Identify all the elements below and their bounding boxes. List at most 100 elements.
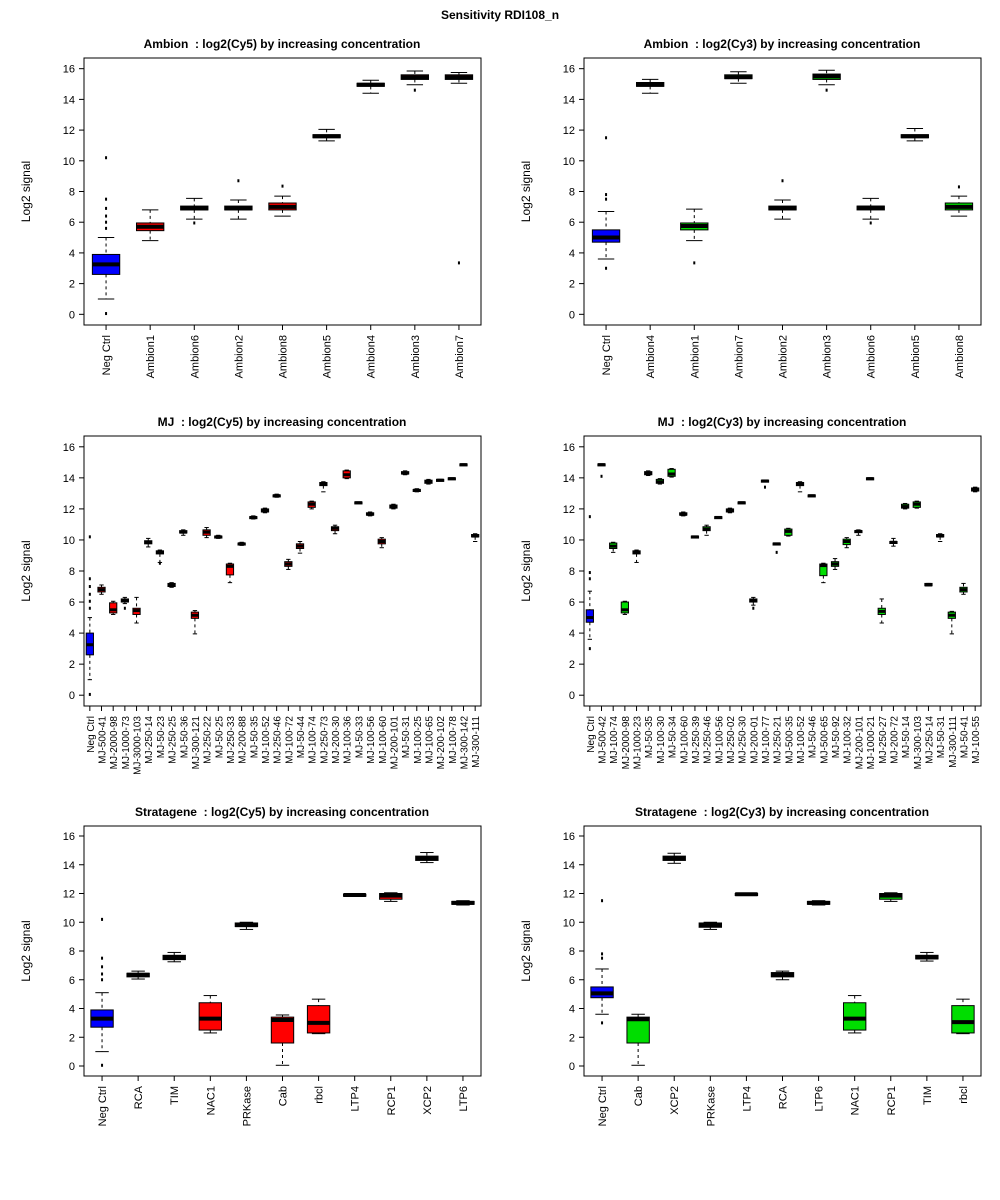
y-tick-label: 12 bbox=[63, 125, 75, 137]
boxplot-box-mj-300-121 bbox=[190, 610, 200, 635]
boxplot-box-mj-200-101 bbox=[389, 503, 398, 510]
x-tick-label: Ambion4 bbox=[366, 335, 378, 378]
x-tick-label: Ambion4 bbox=[645, 335, 657, 378]
x-tick-label: LTP4 bbox=[741, 1086, 753, 1111]
x-tick-label: MJ-50-35 bbox=[249, 716, 260, 759]
outlier-point bbox=[600, 474, 603, 478]
x-tick-label: MJ-300-111 bbox=[471, 716, 482, 768]
boxplot-box-mj-200-88 bbox=[237, 541, 246, 546]
x-tick-label: MJ-50-14 bbox=[901, 716, 912, 759]
boxplot-box-mj-500-41 bbox=[97, 584, 106, 595]
y-tick-label: 2 bbox=[569, 279, 575, 291]
boxplot-box-mj-300-111 bbox=[471, 533, 480, 543]
y-tick-label: 0 bbox=[569, 1061, 575, 1073]
y-tick-label: 2 bbox=[69, 1032, 75, 1044]
outlier-point bbox=[605, 136, 608, 140]
boxplot-box-tim bbox=[162, 951, 186, 963]
y-axis-label: Log2 signal bbox=[19, 161, 33, 222]
panel-title-ambion-cy3: Ambion : log2(Cy3) by increasing concent… bbox=[643, 37, 921, 51]
y-tick-label: 12 bbox=[563, 889, 575, 901]
boxplot-box-neg-ctrl bbox=[91, 156, 121, 316]
outlier-point bbox=[457, 261, 460, 265]
panel-title-ambion-cy5: Ambion : log2(Cy5) by increasing concent… bbox=[143, 37, 421, 51]
y-axis-label: Log2 signal bbox=[519, 540, 533, 601]
boxplot-box-mj-100-52 bbox=[260, 507, 270, 514]
boxplot-box-cab bbox=[626, 1013, 650, 1066]
x-tick-label: Ambion3 bbox=[822, 335, 834, 378]
y-tick-label: 6 bbox=[69, 975, 75, 987]
y-tick-label: 0 bbox=[69, 690, 75, 702]
boxplot-box-ambion7 bbox=[724, 71, 753, 84]
x-tick-label: Neg Ctrl bbox=[601, 335, 613, 375]
x-tick-label: MJ-1000-21 bbox=[866, 716, 877, 770]
x-tick-label: Neg Ctrl bbox=[101, 335, 113, 375]
x-tick-label: MJ-500-65 bbox=[819, 716, 830, 764]
boxplot-box-mj-100-60 bbox=[679, 511, 688, 517]
boxplot-box-mj-100-78 bbox=[447, 477, 456, 481]
x-tick-label: Cab bbox=[278, 1086, 290, 1106]
boxplot-box-mj-100-30 bbox=[655, 478, 665, 485]
y-tick-label: 12 bbox=[63, 504, 75, 516]
y-tick-label: 4 bbox=[69, 248, 75, 260]
y-tick-label: 4 bbox=[69, 628, 75, 640]
ambion-cy5-boxplot-chart: 0 2 4 6 8 10 12 14 16 Log2 signal Neg Ctrl Ambion1 A… bbox=[19, 57, 482, 378]
y-tick-label: 0 bbox=[569, 309, 575, 321]
boxplot-box-mj-100-60 bbox=[377, 537, 386, 549]
boxplot-box-ltp6 bbox=[806, 900, 831, 906]
outlier-point bbox=[825, 88, 828, 92]
x-tick-label: MJ-200-72 bbox=[889, 716, 900, 764]
boxplot-box-mj-2000-98 bbox=[109, 600, 118, 615]
outlier-point bbox=[763, 485, 766, 489]
boxplot-box-ambion3 bbox=[812, 69, 841, 92]
outlier-point bbox=[88, 592, 91, 596]
x-tick-label: MJ-200-102 bbox=[436, 716, 447, 770]
x-tick-label: Ambion5 bbox=[910, 335, 922, 378]
outlier-point bbox=[588, 647, 591, 651]
x-tick-label: TIM bbox=[922, 1086, 934, 1105]
x-tick-label: RCA bbox=[133, 1085, 145, 1109]
mj-cy5-boxplot-chart: 0 2 4 6 8 10 12 14 16 Log2 signal Neg Ctrl MJ-500-4… bbox=[19, 435, 482, 775]
y-tick-label: 2 bbox=[569, 1032, 575, 1044]
panel-title-mj-cy5: MJ : log2(Cy5) by increasing concentrati… bbox=[157, 415, 407, 429]
panel-title-mj-cy3: MJ : log2(Cy3) by increasing concentrati… bbox=[657, 415, 907, 429]
boxplot-box-mj-100-25 bbox=[412, 488, 421, 493]
panel-ambion-cy3: Ambion : log2(Cy3) by increasing concent… bbox=[500, 30, 1000, 408]
y-axis-label: Log2 signal bbox=[519, 161, 533, 222]
x-tick-label: MJ-300-103 bbox=[913, 716, 924, 770]
x-tick-label: TIM bbox=[169, 1086, 181, 1105]
ambion-cy3-boxplot-chart: 0 2 4 6 8 10 12 14 16 Log2 signal Neg Ctrl Ambion4 A… bbox=[519, 57, 982, 378]
x-tick-label: Ambion2 bbox=[233, 335, 245, 378]
x-tick-label: PRKase bbox=[705, 1086, 717, 1126]
x-tick-label: MJ-50-31 bbox=[401, 716, 412, 759]
boxplot-box-ambion4 bbox=[356, 79, 385, 94]
boxplot-box-mj-200-102 bbox=[436, 478, 445, 482]
boxplot-box-mj-250-33 bbox=[225, 562, 235, 584]
y-tick-label: 8 bbox=[69, 566, 75, 578]
x-tick-label: MJ-100-56 bbox=[714, 716, 725, 764]
outlier-point bbox=[88, 692, 91, 696]
boxplot-box-nac1 bbox=[198, 995, 223, 1034]
y-tick-label: 8 bbox=[569, 946, 575, 958]
x-tick-label: MJ-3000-103 bbox=[133, 716, 144, 775]
outlier-point bbox=[105, 312, 108, 316]
boxplot-box-mj-100-36 bbox=[342, 469, 351, 480]
y-tick-label: 16 bbox=[63, 442, 75, 454]
y-axis-label: Log2 signal bbox=[19, 540, 33, 601]
x-tick-label: Ambion3 bbox=[410, 335, 422, 378]
x-tick-label: MJ-500-42 bbox=[598, 716, 609, 764]
boxplot-box-mj-1000-21 bbox=[865, 477, 875, 481]
x-tick-label: MJ-50-41 bbox=[959, 716, 970, 759]
x-tick-label: MJ-200-30 bbox=[331, 716, 342, 764]
x-tick-label: MJ-50-25 bbox=[214, 716, 225, 759]
y-tick-label: 10 bbox=[63, 535, 75, 547]
y-tick-label: 6 bbox=[69, 597, 75, 609]
boxplot-box-mj-100-65 bbox=[424, 478, 433, 485]
y-tick-label: 12 bbox=[563, 125, 575, 137]
x-tick-label: LTP6 bbox=[814, 1086, 826, 1111]
x-tick-label: MJ-100-74 bbox=[308, 716, 319, 764]
outlier-point bbox=[88, 535, 91, 539]
boxplot-box-mj-2000-98 bbox=[620, 600, 629, 615]
x-tick-label: rbcl bbox=[958, 1086, 970, 1104]
x-tick-label: Ambion8 bbox=[278, 335, 290, 378]
y-tick-label: 10 bbox=[63, 156, 75, 168]
